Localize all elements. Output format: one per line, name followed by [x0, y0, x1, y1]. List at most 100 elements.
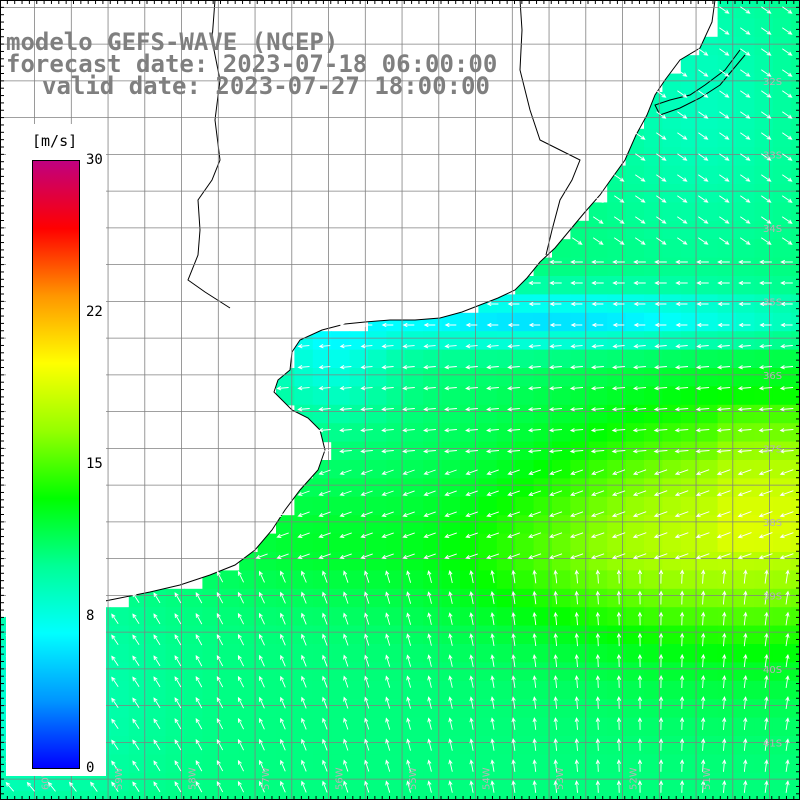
wind-speed-cell [717, 772, 737, 792]
wind-arrow [301, 738, 307, 751]
wind-speed-cell [699, 680, 719, 700]
wind-speed-cell [772, 791, 792, 800]
wind-arrow [574, 738, 579, 751]
wind-speed-cell [165, 644, 185, 663]
wind-speed-cell [662, 128, 682, 148]
wind-speed-cell [386, 680, 406, 700]
wind-arrow [360, 490, 373, 496]
wind-speed-cell [515, 515, 535, 535]
wind-speed-cell [368, 386, 387, 406]
wind-speed-cell [717, 644, 737, 663]
wind-speed-cell [515, 662, 535, 682]
wind-arrow [322, 738, 328, 751]
wind-speed-cell [423, 533, 443, 553]
wind-speed-cell [423, 386, 443, 406]
wind-speed-cell [496, 736, 516, 755]
wind-speed-cell [515, 588, 535, 608]
wind-speed-cell [699, 257, 719, 277]
wind-arrow [658, 738, 664, 751]
wind-arrow [656, 132, 667, 140]
wind-speed-cell [736, 312, 755, 332]
wind-arrow [632, 532, 647, 539]
wind-speed-cell [294, 386, 314, 406]
wind-speed-cell [441, 662, 461, 682]
wind-speed-cell [312, 772, 332, 792]
wind-speed-cell [699, 699, 719, 719]
wind-arrow [381, 344, 394, 349]
wind-arrow [740, 6, 751, 14]
wind-speed-cell [496, 552, 516, 571]
wind-speed-cell [349, 736, 369, 755]
wind-speed-cell [570, 496, 590, 516]
wind-speed-cell [644, 423, 663, 443]
wind-speed-cell [331, 625, 351, 645]
wind-speed-cell [699, 92, 719, 111]
wind-arrow [195, 613, 203, 625]
wind-speed-cell [736, 368, 755, 387]
wind-speed-cell [644, 460, 663, 479]
wind-arrow [758, 532, 773, 539]
wind-arrow [695, 469, 710, 476]
latitude-label: 34S [763, 224, 782, 235]
wind-speed-cell [680, 404, 700, 424]
wind-arrow [592, 195, 604, 203]
wind-arrow [318, 344, 331, 349]
wind-arrow [465, 322, 478, 328]
wind-speed-cell [680, 699, 700, 719]
wind-arrow [444, 428, 457, 433]
wind-speed-cell [680, 478, 700, 498]
wind-arrow [656, 237, 667, 245]
wind-speed-cell [644, 644, 663, 663]
wind-speed-cell [386, 644, 406, 663]
wind-arrow [764, 738, 769, 751]
wind-arrow [658, 653, 664, 668]
wind-arrow [782, 69, 793, 77]
wind-speed-cell [717, 533, 737, 553]
wind-arrow [528, 322, 541, 328]
wind-speed-cell [662, 423, 682, 443]
wind-arrow [318, 428, 331, 433]
wind-arrow [591, 322, 604, 328]
wind-speed-cell [496, 478, 516, 498]
wind-arrow [322, 591, 328, 604]
wind-speed-cell [496, 717, 516, 737]
wind-arrow [698, 174, 709, 182]
wind-speed-cell [404, 644, 424, 663]
wind-arrow [469, 675, 474, 688]
wind-speed-cell [184, 736, 203, 755]
wind-speed-cell [662, 680, 682, 700]
wind-speed-cell [276, 515, 295, 535]
wind-speed-cell [312, 791, 332, 800]
wind-arrow [719, 195, 730, 203]
wind-speed-cell [349, 552, 369, 571]
wind-arrow [590, 532, 605, 539]
wind-arrow [758, 553, 773, 560]
wind-speed-cell [625, 460, 645, 479]
wind-speed-cell [220, 736, 240, 755]
wind-speed-cell [680, 331, 700, 351]
wind-arrow [633, 365, 646, 370]
wind-speed-cell [386, 423, 406, 443]
wind-arrow [738, 259, 751, 265]
wind-speed-cell [772, 368, 792, 387]
wind-arrow [674, 553, 689, 560]
wind-arrow [465, 344, 478, 349]
wind-speed-cell [552, 423, 571, 443]
wind-arrow [785, 632, 790, 647]
wind-speed-cell [717, 92, 737, 111]
wind-speed-cell [552, 607, 571, 627]
wind-speed-cell [772, 312, 792, 332]
wind-speed-cell [791, 496, 800, 516]
wind-speed-cell [312, 478, 332, 498]
wind-arrow [758, 407, 773, 412]
wind-arrow [532, 780, 537, 793]
wind-speed-cell [515, 699, 535, 719]
wind-speed-cell [36, 772, 56, 792]
wind-arrow [444, 322, 457, 328]
wind-speed-cell [165, 717, 185, 737]
wind-speed-cell [699, 588, 719, 608]
wind-speed-cell [496, 644, 516, 663]
wind-arrow [297, 511, 310, 517]
wind-speed-cell [754, 515, 774, 535]
